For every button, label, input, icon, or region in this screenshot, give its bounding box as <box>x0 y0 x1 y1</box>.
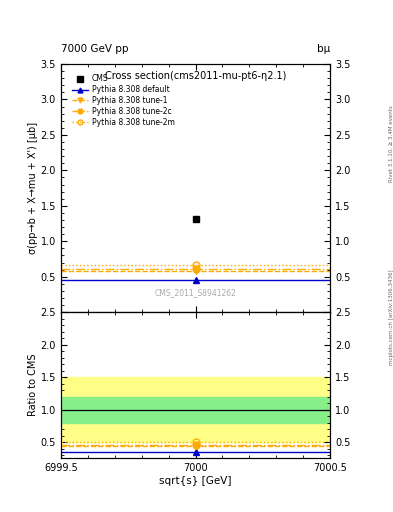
Text: mcplots.cern.ch [arXiv:1306.3436]: mcplots.cern.ch [arXiv:1306.3436] <box>389 270 393 365</box>
Bar <box>61 397 330 422</box>
Y-axis label: Ratio to CMS: Ratio to CMS <box>28 354 38 416</box>
Text: CMS_2011_S8941262: CMS_2011_S8941262 <box>154 288 237 297</box>
Text: bµ: bµ <box>317 44 330 54</box>
Text: Rivet 3.1.10, ≥ 3.4M events: Rivet 3.1.10, ≥ 3.4M events <box>389 105 393 182</box>
Text: Cross section(cms2011-mu-pt6-η2.1): Cross section(cms2011-mu-pt6-η2.1) <box>105 72 286 81</box>
Legend: CMS, Pythia 8.308 default, Pythia 8.308 tune-1, Pythia 8.308 tune-2c, Pythia 8.3: CMS, Pythia 8.308 default, Pythia 8.308 … <box>70 73 176 129</box>
X-axis label: sqrt{s} [GeV]: sqrt{s} [GeV] <box>159 476 232 486</box>
Text: 7000 GeV pp: 7000 GeV pp <box>61 44 129 54</box>
Bar <box>61 377 330 442</box>
Y-axis label: σ(pp→b + X→mu + X') [μb]: σ(pp→b + X→mu + X') [μb] <box>28 122 38 254</box>
